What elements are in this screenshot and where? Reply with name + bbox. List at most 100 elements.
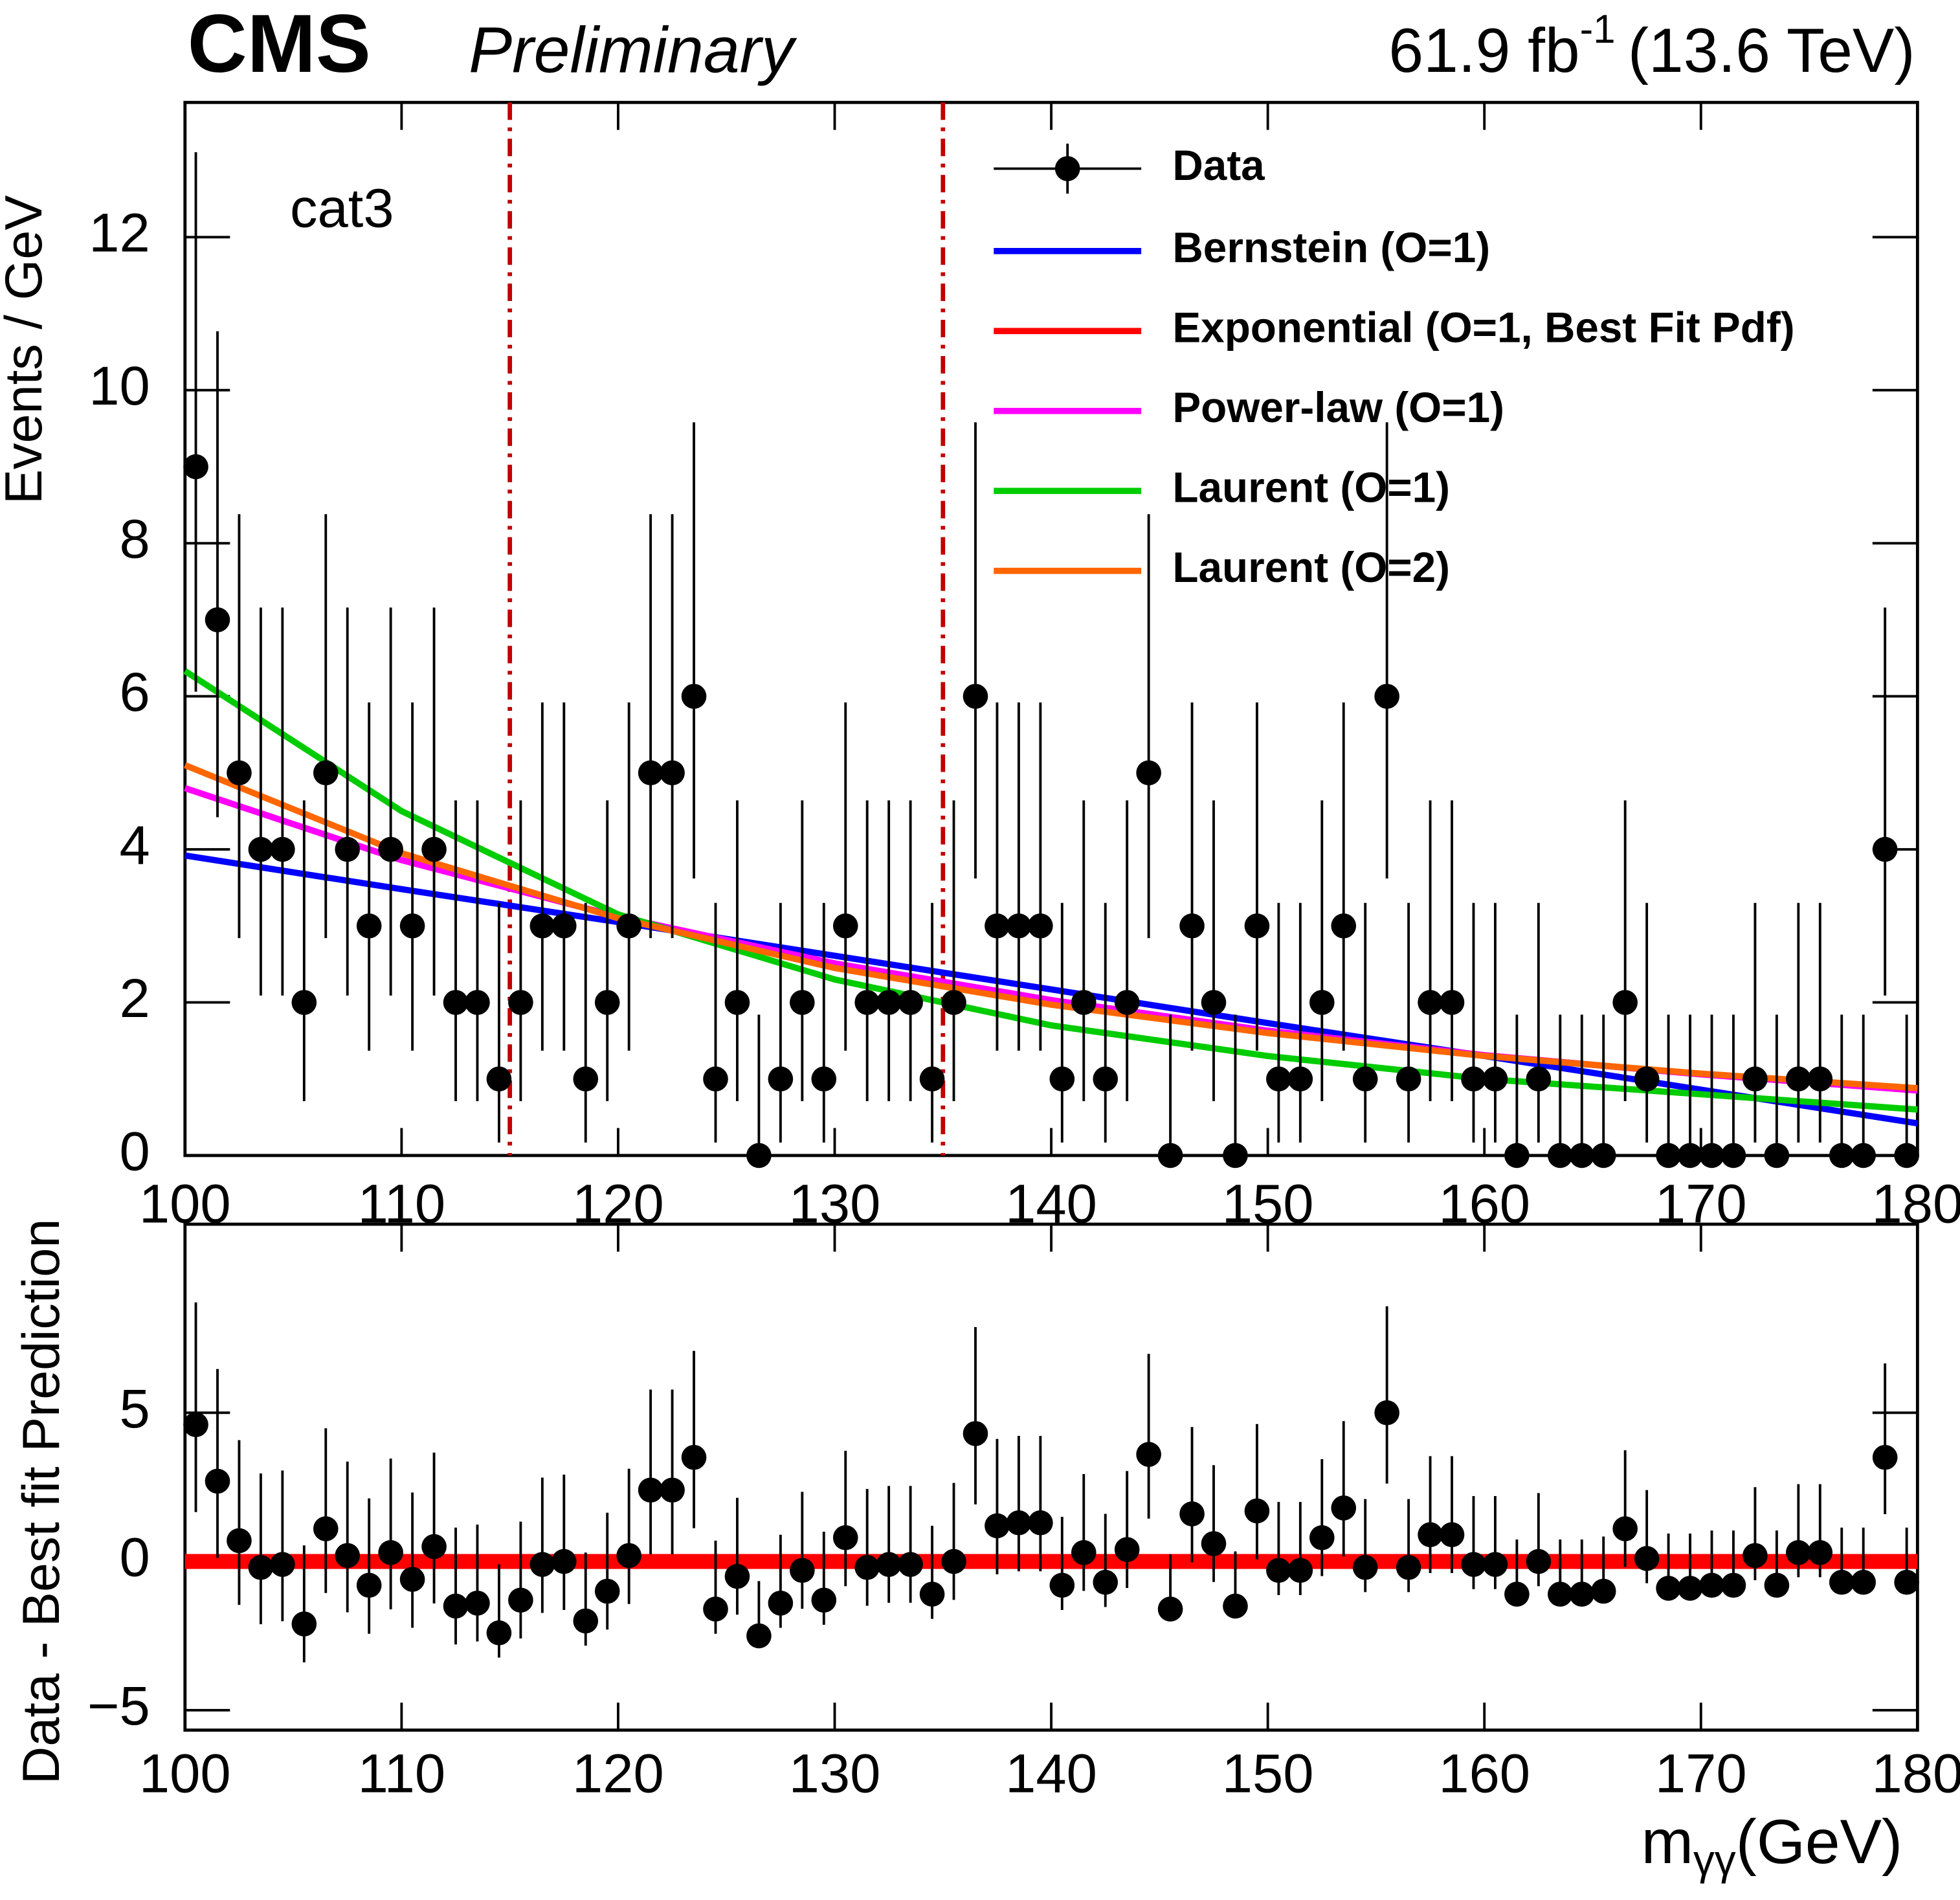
data-point	[1743, 1543, 1768, 1569]
data-point	[854, 1554, 880, 1580]
data-point	[768, 1591, 794, 1616]
data-point	[832, 1525, 858, 1550]
data-point	[399, 913, 425, 939]
data-point	[1006, 913, 1032, 939]
energy: (13.6 TeV)	[1628, 16, 1915, 85]
data-point	[1743, 1066, 1768, 1092]
data-point	[1396, 1066, 1421, 1092]
data-point	[1526, 1548, 1552, 1574]
data-point	[1006, 1510, 1032, 1536]
data-point	[1266, 1066, 1291, 1092]
data-point	[205, 607, 230, 632]
data-point	[876, 1552, 902, 1577]
x-tick-label: 160	[1438, 1742, 1530, 1804]
legend-label: Laurent (O=1)	[1172, 464, 1450, 511]
data-point	[291, 990, 317, 1015]
data-point	[1721, 1572, 1746, 1598]
data-point	[1201, 1531, 1227, 1556]
data-point	[1071, 1539, 1097, 1565]
data-point	[573, 1066, 599, 1092]
data-point	[183, 1412, 208, 1438]
data-point	[508, 1587, 533, 1613]
data-point	[681, 1444, 707, 1470]
data-point	[1374, 684, 1399, 709]
x-tick-label: 120	[572, 1742, 664, 1804]
data-point	[1721, 1143, 1746, 1168]
data-point	[1851, 1143, 1876, 1168]
data-point	[963, 684, 988, 709]
y-tick-label: 6	[119, 661, 150, 722]
data-point	[1439, 1522, 1465, 1548]
data-point	[399, 1567, 425, 1592]
data-point	[985, 1513, 1010, 1539]
data-point	[1179, 1501, 1205, 1526]
data-point	[1590, 1578, 1616, 1604]
data-point	[335, 836, 361, 862]
data-point	[1136, 760, 1161, 786]
data-point	[1872, 836, 1898, 862]
data-point	[1179, 913, 1205, 939]
data-point	[681, 684, 707, 709]
data-point	[1786, 1539, 1811, 1565]
data-point	[248, 836, 274, 862]
data-point	[616, 913, 641, 939]
data-point	[638, 760, 663, 786]
data-point	[1569, 1143, 1595, 1168]
data-point	[746, 1623, 772, 1649]
data-point	[1114, 1537, 1140, 1562]
data-point	[1764, 1572, 1790, 1598]
data-point	[1461, 1552, 1486, 1577]
data-point	[1504, 1143, 1530, 1168]
y-tick-label: 4	[119, 814, 150, 876]
data-point	[660, 760, 685, 786]
data-point	[227, 760, 252, 786]
data-point	[1352, 1066, 1378, 1092]
legend-label: Data	[1172, 142, 1265, 189]
data-point	[1699, 1572, 1724, 1598]
data-point	[963, 1421, 988, 1446]
data-point	[313, 760, 339, 786]
data-point	[941, 1548, 966, 1574]
data-point	[1049, 1572, 1075, 1598]
data-point	[985, 913, 1010, 939]
data-point	[356, 913, 382, 939]
legend-label: Exponential (O=1, Best Fit Pdf)	[1172, 304, 1794, 352]
data-point	[1894, 1143, 1919, 1168]
x-title-unit: (GeV)	[1736, 1807, 1902, 1877]
data-point	[898, 990, 923, 1015]
x-tick-label: 140	[1005, 1742, 1097, 1804]
data-point	[941, 990, 966, 1015]
data-point	[1829, 1569, 1854, 1595]
data-point	[1547, 1581, 1573, 1607]
x-tick-label: 100	[139, 1742, 231, 1804]
data-point	[1851, 1569, 1876, 1595]
data-point	[1656, 1143, 1681, 1168]
data-point	[1656, 1576, 1681, 1601]
data-point	[508, 990, 533, 1015]
data-point	[248, 1554, 274, 1580]
data-point	[529, 913, 555, 939]
y-tick-label: 10	[89, 355, 150, 416]
data-point	[1677, 1576, 1703, 1601]
data-point	[1634, 1066, 1660, 1092]
legend-swatch	[1054, 156, 1080, 181]
data-point	[1634, 1546, 1660, 1571]
data-point	[1157, 1596, 1183, 1622]
data-point	[703, 1596, 728, 1622]
data-point	[1418, 1522, 1443, 1548]
data-point	[1136, 1442, 1161, 1467]
legend-label: Bernstein (O=1)	[1172, 224, 1490, 271]
annotation: cat3	[290, 177, 394, 238]
data-point	[1201, 990, 1227, 1015]
data-point	[1418, 990, 1443, 1015]
data-point	[1331, 913, 1357, 939]
data-point	[811, 1587, 837, 1613]
data-point	[183, 454, 208, 480]
data-point	[313, 1516, 339, 1541]
y-tick-label: 5	[119, 1378, 150, 1439]
legend-label: Laurent (O=2)	[1172, 544, 1450, 591]
plot-frame	[183, 1222, 1919, 1732]
data-point	[811, 1066, 837, 1092]
